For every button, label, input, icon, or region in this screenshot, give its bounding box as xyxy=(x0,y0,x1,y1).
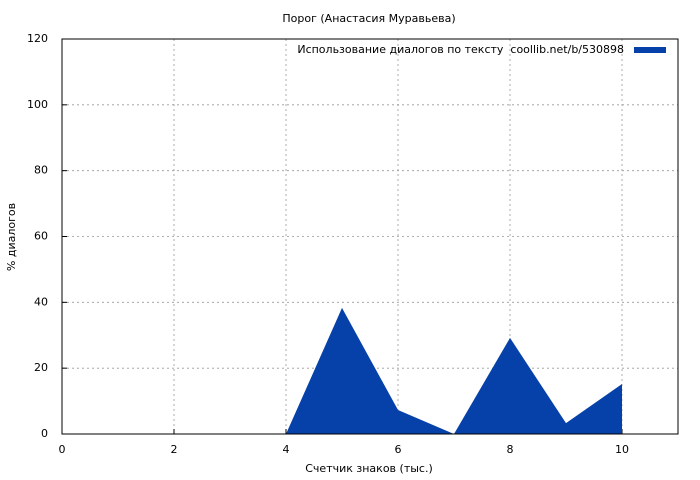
y-tick-label: 0 xyxy=(41,427,48,440)
x-axis-label: Счетчик знаков (тыс.) xyxy=(305,462,433,475)
chart-title: Порог (Анастасия Муравьева) xyxy=(282,12,455,25)
y-tick-label: 80 xyxy=(34,164,48,177)
legend-swatch xyxy=(634,47,666,53)
y-tick-label: 60 xyxy=(34,230,48,243)
area xyxy=(62,307,622,434)
x-tick-label: 0 xyxy=(59,443,66,456)
x-tick-label: 4 xyxy=(283,443,290,456)
y-tick-label: 20 xyxy=(34,361,48,374)
y-tick-label: 100 xyxy=(27,98,48,111)
legend-label: Использование диалогов по тексту coollib… xyxy=(297,43,624,56)
y-tick-label: 40 xyxy=(34,295,48,308)
x-tick-label: 2 xyxy=(171,443,178,456)
x-tick-label: 8 xyxy=(507,443,514,456)
y-axis-label: % диалогов xyxy=(5,203,18,271)
y-tick-label: 120 xyxy=(27,32,48,45)
plot-frame xyxy=(61,38,679,435)
x-tick-label: 10 xyxy=(615,443,629,456)
x-tick-label: 6 xyxy=(395,443,402,456)
